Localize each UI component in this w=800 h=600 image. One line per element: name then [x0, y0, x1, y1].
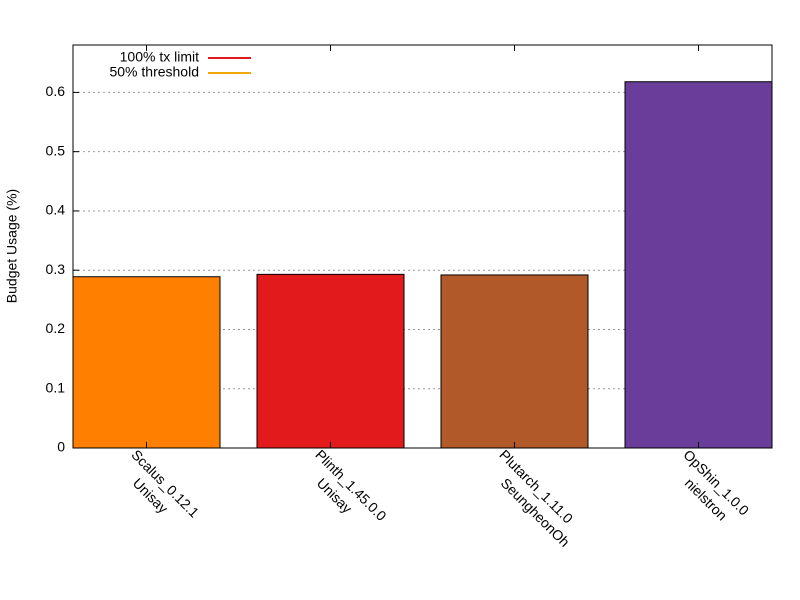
- bar: [624, 81, 773, 449]
- y-tick-label: 0: [57, 439, 65, 455]
- bar: [256, 273, 405, 449]
- y-tick-label: 0.6: [46, 83, 66, 99]
- y-tick-label: 0.3: [46, 261, 66, 277]
- y-tick-label: 0.5: [46, 142, 66, 158]
- legend-label: 50% threshold: [109, 64, 199, 80]
- y-tick-label: 0.4: [46, 202, 66, 218]
- plot-frame: [72, 44, 773, 449]
- bar: [72, 276, 221, 449]
- bar: [440, 274, 589, 449]
- y-tick-label: 0.2: [46, 320, 66, 336]
- y-axis-label: Budget Usage (%): [4, 189, 20, 303]
- y-tick-label: 0.1: [46, 379, 66, 395]
- legend-label: 100% tx limit: [120, 49, 199, 65]
